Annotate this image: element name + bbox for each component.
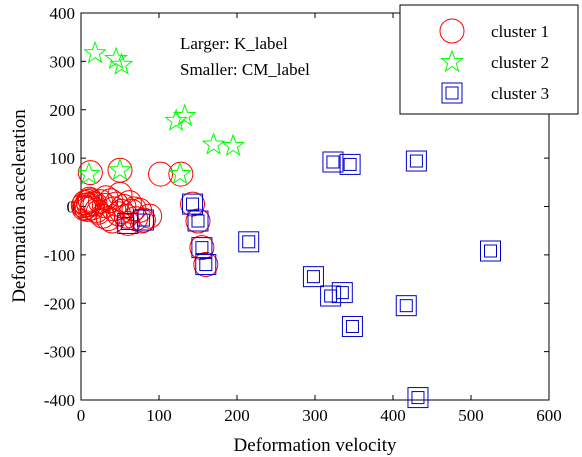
star-point: [168, 161, 192, 185]
square-point: [195, 254, 217, 276]
y-tick-label: -200: [44, 294, 75, 313]
y-tick-label: 100: [50, 149, 76, 168]
y-tick-label: 200: [50, 101, 76, 120]
legend-box: [399, 4, 579, 115]
x-tick-label: 400: [380, 406, 406, 425]
y-tick-label: -300: [44, 343, 75, 362]
square-point: [341, 315, 363, 337]
square-point: [322, 151, 344, 173]
star-point: [83, 40, 107, 64]
series-1: [70, 157, 219, 278]
circle-point: [148, 161, 174, 187]
x-axis-label: Deformation velocity: [233, 435, 397, 456]
series-3: [117, 150, 501, 409]
square-point: [339, 153, 361, 175]
square-point: [182, 193, 204, 215]
square-point: [480, 240, 501, 262]
axis-ticks: 0 100 200 300 400 500 600 400 300 200 100 0 -100 -200…: [44, 4, 562, 425]
data-points: [70, 40, 501, 409]
x-tick-label: 300: [302, 406, 328, 425]
annotation-line-2: Smaller: CM_label: [180, 60, 310, 79]
star-point: [164, 108, 188, 132]
x-tick-label: 200: [224, 406, 250, 425]
circle-point: [71, 195, 97, 221]
legend: cluster 1 cluster 2 cluster 3: [399, 4, 579, 115]
star-point: [104, 46, 129, 70]
y-tick-label: 400: [50, 4, 76, 23]
y-tick-label: 300: [50, 52, 76, 71]
circle-point: [77, 160, 103, 186]
circle-point: [168, 161, 194, 187]
square-point: [117, 212, 139, 234]
x-tick-label: 0: [77, 406, 86, 425]
annotation-line-1: Larger: K_label: [180, 34, 288, 53]
y-tick-label: 0: [67, 198, 76, 217]
circle-point: [193, 252, 219, 278]
star-point: [108, 157, 132, 181]
star-point: [201, 132, 226, 155]
x-tick-label: 600: [536, 406, 562, 425]
legend-label: cluster 3: [491, 84, 549, 103]
square-point: [191, 237, 213, 259]
x-tick-label: 500: [458, 406, 484, 425]
square-point: [331, 282, 353, 304]
y-tick-label: -400: [44, 391, 75, 410]
circle-point: [116, 190, 142, 216]
legend-circle-icon: [439, 18, 465, 44]
circle-point: [130, 207, 156, 233]
star-point: [109, 52, 134, 75]
legend-star-icon: [440, 49, 464, 73]
legend-label: cluster 1: [491, 22, 549, 41]
square-point: [407, 387, 429, 409]
x-tick-label: 100: [146, 406, 172, 425]
square-point: [302, 266, 324, 288]
legend-square-icon: [441, 82, 463, 104]
star-point: [76, 161, 101, 185]
square-point: [395, 295, 417, 317]
y-axis-label: Deformation acceleration: [9, 109, 30, 303]
circle-point: [189, 235, 215, 261]
circle-point: [185, 208, 211, 234]
star-point: [172, 103, 197, 127]
square-point: [405, 150, 427, 172]
series-2: [76, 40, 246, 185]
square-point: [238, 231, 260, 253]
y-tick-label: -100: [44, 246, 75, 265]
square-point: [187, 210, 209, 232]
legend-label: cluster 2: [491, 53, 549, 72]
circle-point: [180, 191, 206, 217]
circle-point: [77, 186, 103, 212]
star-point: [221, 133, 246, 157]
